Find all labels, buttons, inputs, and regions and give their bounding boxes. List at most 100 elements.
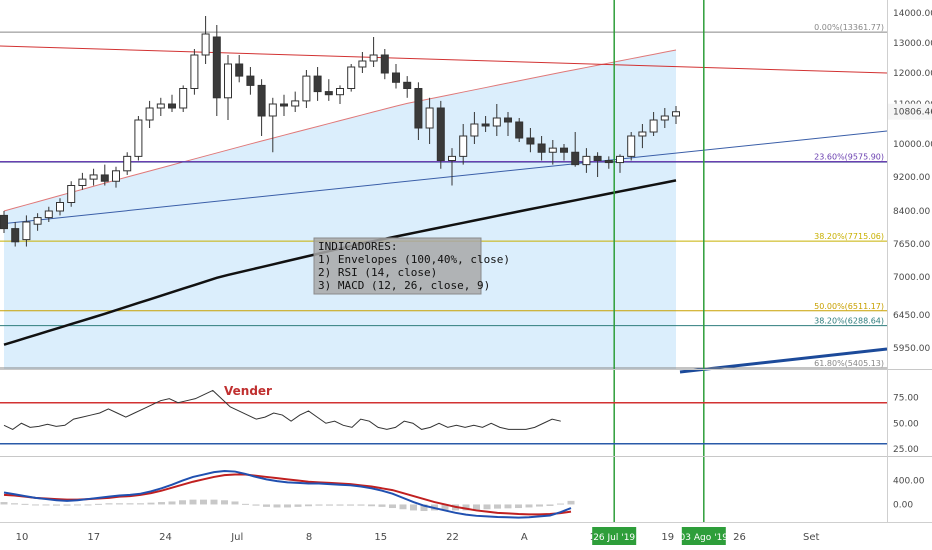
candle[interactable] bbox=[649, 112, 658, 136]
candle[interactable] bbox=[638, 124, 647, 149]
candle[interactable] bbox=[358, 52, 367, 73]
price-tick-label: 10000.00 bbox=[893, 140, 932, 150]
red-resistance-trendline[interactable] bbox=[0, 45, 888, 74]
candle[interactable] bbox=[145, 100, 154, 128]
macd-histogram-bar bbox=[336, 504, 344, 506]
candle[interactable] bbox=[392, 64, 400, 89]
macd-histogram-bar bbox=[42, 504, 50, 506]
candle[interactable] bbox=[168, 94, 176, 112]
candle[interactable] bbox=[224, 55, 232, 120]
candle-body bbox=[403, 81, 412, 90]
candle[interactable] bbox=[627, 132, 636, 161]
candle[interactable] bbox=[44, 206, 53, 222]
macd-histogram-bar bbox=[483, 504, 491, 510]
candle[interactable] bbox=[291, 91, 300, 112]
macd-histogram-bar bbox=[284, 504, 291, 508]
candle-body bbox=[168, 103, 176, 109]
macd-histogram-bar bbox=[263, 504, 270, 507]
rsi-tick-label: 50.00 bbox=[893, 419, 919, 429]
candle[interactable] bbox=[414, 82, 423, 140]
candle-body bbox=[582, 155, 591, 166]
indicators-line-3: 3) MACD (12, 26, close, 9) bbox=[318, 279, 490, 292]
candle[interactable] bbox=[470, 112, 479, 144]
rsi-tick-label: 75.00 bbox=[893, 394, 919, 404]
candle[interactable] bbox=[548, 140, 557, 165]
candle[interactable] bbox=[156, 97, 165, 116]
candle-body bbox=[336, 88, 344, 96]
candle[interactable] bbox=[0, 211, 8, 233]
candle-body bbox=[660, 115, 669, 121]
macd-histogram-bar bbox=[525, 504, 533, 508]
candle[interactable] bbox=[593, 152, 602, 177]
candle[interactable] bbox=[246, 67, 255, 95]
price-tick-label: 14000.00 bbox=[893, 9, 932, 19]
candle[interactable] bbox=[571, 132, 580, 167]
candle[interactable] bbox=[100, 164, 109, 186]
candle[interactable] bbox=[448, 148, 456, 186]
candle[interactable] bbox=[492, 104, 501, 136]
candle[interactable] bbox=[459, 124, 468, 165]
candle[interactable] bbox=[526, 128, 535, 153]
candle-body bbox=[224, 63, 232, 99]
candle-body bbox=[56, 202, 64, 212]
price-tick-label: 12000.00 bbox=[893, 69, 932, 79]
macd-histogram-bar bbox=[494, 504, 501, 509]
price-scale[interactable]: 14000.0013000.0012000.0011000.0010806.46… bbox=[888, 9, 932, 510]
candle[interactable] bbox=[56, 198, 64, 216]
macd-histogram-bar bbox=[95, 503, 102, 505]
candle[interactable] bbox=[336, 85, 344, 104]
candle[interactable] bbox=[560, 144, 568, 161]
candle[interactable] bbox=[179, 85, 188, 112]
candle[interactable] bbox=[33, 213, 42, 231]
candle[interactable] bbox=[112, 166, 120, 188]
candle[interactable] bbox=[67, 181, 76, 207]
rsi-tick-label: 25.00 bbox=[893, 445, 919, 455]
candle[interactable] bbox=[582, 148, 591, 173]
candle[interactable] bbox=[302, 70, 311, 108]
candle[interactable] bbox=[537, 136, 546, 161]
fib-level-label: 61.80%(5405.13) bbox=[814, 359, 884, 368]
candle[interactable] bbox=[190, 49, 199, 95]
candle[interactable] bbox=[11, 222, 20, 247]
macd-histogram-bar bbox=[567, 500, 575, 505]
macd-histogram-bar bbox=[399, 504, 407, 510]
candle[interactable] bbox=[604, 156, 613, 169]
candle[interactable] bbox=[257, 79, 266, 136]
candle[interactable] bbox=[324, 79, 333, 101]
candle[interactable] bbox=[268, 97, 277, 153]
candle[interactable] bbox=[436, 100, 445, 169]
candle[interactable] bbox=[78, 172, 87, 190]
candle[interactable] bbox=[123, 152, 132, 175]
candle[interactable] bbox=[201, 16, 210, 64]
indicators-box[interactable]: INDICADORES: 1) Envelopes (100,40%, clos… bbox=[313, 237, 510, 295]
candlestick-series[interactable] bbox=[0, 16, 680, 247]
candle[interactable] bbox=[380, 49, 389, 80]
candle[interactable] bbox=[134, 116, 143, 161]
blue-support-trendline[interactable] bbox=[0, 130, 888, 225]
macd-histogram-bar bbox=[273, 504, 281, 508]
candle-body bbox=[358, 60, 367, 68]
macd-pane bbox=[0, 469, 575, 519]
candle[interactable] bbox=[212, 25, 221, 116]
candle[interactable] bbox=[515, 118, 524, 142]
candle[interactable] bbox=[369, 37, 378, 67]
candle[interactable] bbox=[481, 116, 490, 132]
macd-histogram-bar bbox=[515, 504, 522, 509]
candle[interactable] bbox=[89, 168, 98, 186]
time-tick-label: A bbox=[521, 532, 528, 543]
candle[interactable] bbox=[22, 215, 31, 247]
candle[interactable] bbox=[425, 97, 434, 144]
candle[interactable] bbox=[616, 154, 624, 173]
candle[interactable] bbox=[347, 64, 356, 92]
candle[interactable] bbox=[235, 55, 244, 83]
date-marker-label-bg bbox=[592, 527, 637, 545]
candle[interactable] bbox=[403, 76, 412, 98]
candle[interactable] bbox=[280, 94, 288, 116]
candle[interactable] bbox=[504, 112, 512, 136]
candle[interactable] bbox=[313, 67, 322, 101]
candle[interactable] bbox=[672, 106, 680, 124]
macd-histogram-bar bbox=[32, 504, 39, 506]
candle[interactable] bbox=[660, 108, 669, 128]
macd-histogram-bar bbox=[326, 504, 333, 506]
